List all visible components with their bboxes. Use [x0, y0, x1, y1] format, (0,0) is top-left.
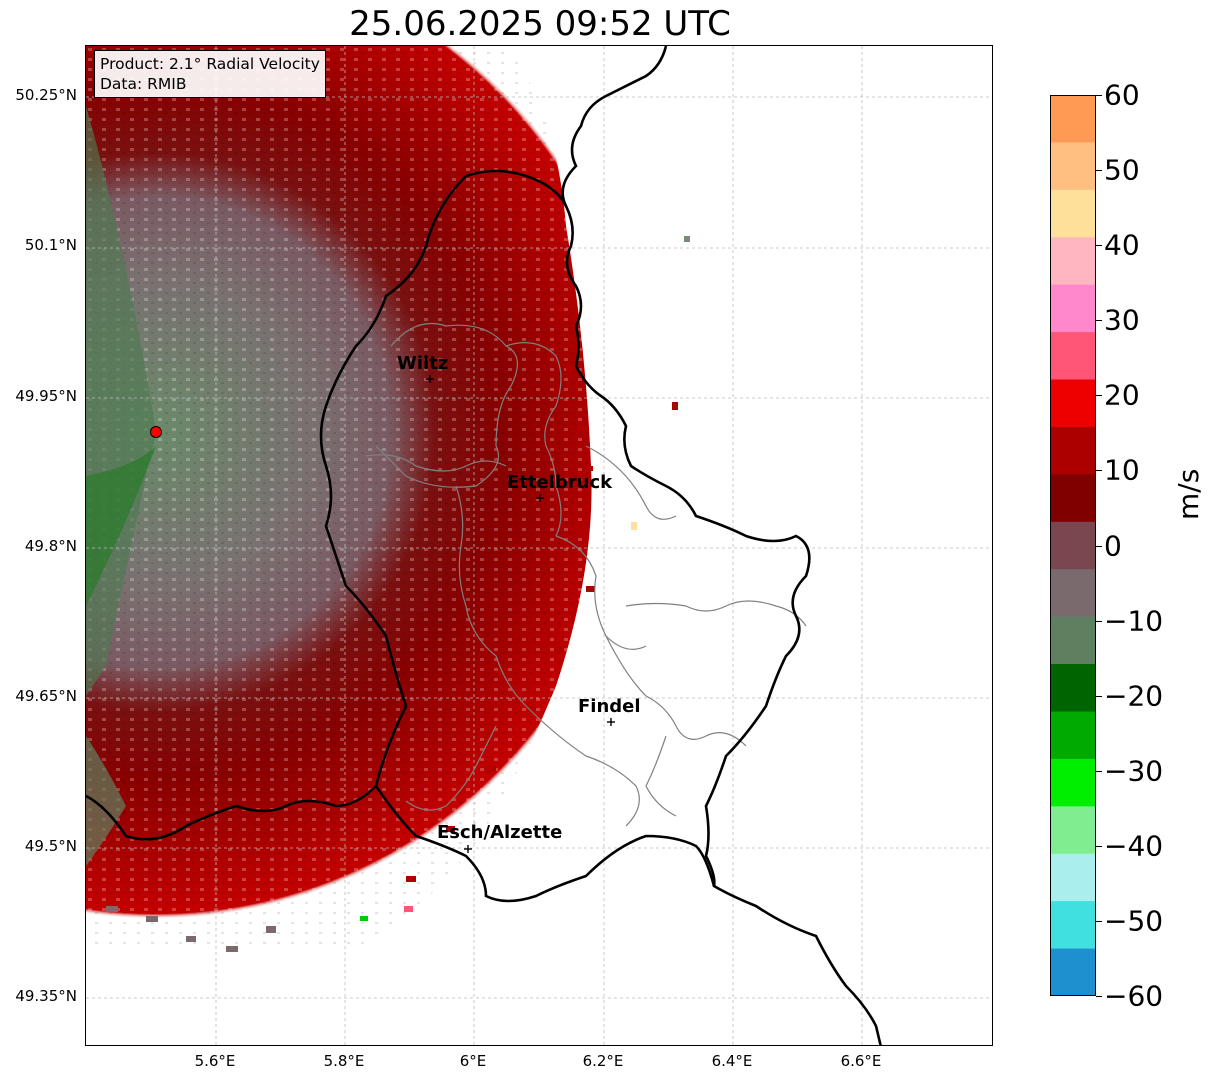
city-label-esch: Esch/Alzette: [437, 822, 562, 843]
lon-label: 6.2°E: [582, 1052, 624, 1070]
colorbar-tick-label: −30: [1104, 754, 1164, 788]
lon-label: 6°E: [459, 1052, 487, 1070]
colorbar-tick-label: −40: [1104, 829, 1164, 863]
colorbar-tick-label: 50: [1104, 153, 1140, 187]
colorbar-tick-mark: [1096, 95, 1102, 96]
colorbar-tick-mark: [1096, 845, 1102, 847]
colorbar-band: [1050, 426, 1096, 475]
colorbar-tick-mark: [1096, 695, 1102, 697]
colorbar-band: [1050, 806, 1096, 855]
colorbar-band: [1050, 948, 1096, 996]
colorbar-band: [1050, 521, 1096, 570]
velocity-colorbar: [1050, 95, 1096, 996]
colorbar-band: [1050, 284, 1096, 333]
colorbar-tick-mark: [1096, 470, 1102, 472]
colorbar-tick-label: −10: [1104, 604, 1164, 638]
lat-label: 49.35°N: [15, 987, 77, 1005]
wiltz-marker: [426, 375, 434, 383]
colorbar-band: [1050, 758, 1096, 807]
lat-label: 50.25°N: [15, 86, 77, 104]
colorbar-band: [1050, 189, 1096, 238]
colorbar-tick-mark: [1096, 770, 1102, 772]
lon-label: 6.4°E: [711, 1052, 753, 1070]
lon-label: 6.6°E: [840, 1052, 882, 1070]
lat-label: 49.95°N: [15, 387, 77, 405]
colorbar-tick-mark: [1096, 996, 1102, 997]
ettelbruck-marker: [536, 494, 544, 502]
lat-label: 50.1°N: [24, 236, 77, 254]
map-title: 25.06.2025 09:52 UTC: [349, 4, 731, 44]
product-info-box: Product: 2.1° Radial Velocity Data: RMIB: [94, 50, 326, 98]
findel-marker: [607, 718, 615, 726]
colorbar-tick-label: 0: [1104, 529, 1122, 562]
colorbar-tick-label: 60: [1104, 78, 1140, 112]
radar-map-canvas: Wiltz Ettelbruck Findel Esch/Alzette: [86, 46, 992, 1045]
lon-label: 5.6°E: [194, 1052, 236, 1070]
colorbar-tick-label: −50: [1104, 904, 1164, 938]
colorbar-band: [1050, 474, 1096, 523]
graticule: [86, 46, 992, 1045]
colorbar-tick-mark: [1096, 170, 1102, 172]
lat-label: 49.5°N: [24, 837, 77, 855]
colorbar-tick-mark: [1096, 320, 1102, 322]
colorbar-tick-label: −60: [1104, 979, 1164, 1013]
colorbar-band: [1050, 853, 1096, 902]
colorbar-tick-mark: [1096, 920, 1102, 922]
colorbar-tick-mark: [1096, 395, 1102, 397]
canton-boundaries: [365, 322, 807, 827]
colorbar-band: [1050, 901, 1096, 950]
city-label-findel: Findel: [578, 696, 641, 717]
velocity-echo-field: [86, 46, 690, 952]
colorbar-band: [1050, 237, 1096, 286]
colorbar-band: [1050, 569, 1096, 618]
lat-label: 49.65°N: [15, 687, 77, 705]
data-source-text: Data: RMIB: [100, 75, 187, 93]
lat-label: 49.8°N: [24, 537, 77, 555]
colorbar-frame: [1050, 95, 1096, 996]
product-text: Product: 2.1° Radial Velocity: [100, 55, 320, 73]
colorbar-tick-label: 10: [1104, 453, 1140, 487]
country-borders: [86, 46, 882, 1045]
colorbar-tick-label: 40: [1104, 228, 1140, 262]
colorbar-band: [1050, 332, 1096, 381]
colorbar-tick-mark: [1096, 545, 1102, 547]
esch-marker: [464, 845, 472, 853]
colorbar-band: [1050, 379, 1096, 428]
colorbar-band: [1050, 664, 1096, 712]
colorbar-band: [1050, 95, 1096, 143]
colorbar-tick-mark: [1096, 245, 1102, 247]
colorbar-tick-mark: [1096, 620, 1102, 622]
city-markers: [426, 375, 615, 853]
radar-site-marker: [150, 426, 162, 438]
colorbar-tick-label: 20: [1104, 378, 1140, 412]
colorbar-band: [1050, 142, 1096, 191]
city-label-ettelbruck: Ettelbruck: [507, 472, 613, 493]
city-label-wiltz: Wiltz: [397, 353, 448, 374]
radar-map[interactable]: Wiltz Ettelbruck Findel Esch/Alzette: [85, 45, 993, 1046]
colorbar-tick-label: −20: [1104, 679, 1164, 713]
colorbar-tick-label: 30: [1104, 303, 1140, 337]
colorbar-band: [1050, 616, 1096, 665]
colorbar-band: [1050, 711, 1096, 760]
colorbar-unit-label: m/s: [1172, 468, 1205, 520]
lon-label: 5.8°E: [323, 1052, 365, 1070]
